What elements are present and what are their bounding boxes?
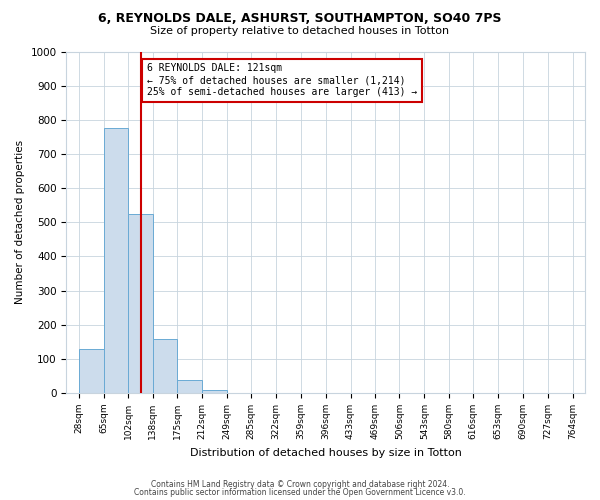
Text: Contains HM Land Registry data © Crown copyright and database right 2024.: Contains HM Land Registry data © Crown c…	[151, 480, 449, 489]
Text: 6 REYNOLDS DALE: 121sqm
← 75% of detached houses are smaller (1,214)
25% of semi: 6 REYNOLDS DALE: 121sqm ← 75% of detache…	[147, 64, 417, 96]
Bar	[178, 380, 202, 393]
Text: Contains public sector information licensed under the Open Government Licence v3: Contains public sector information licen…	[134, 488, 466, 497]
Text: 6, REYNOLDS DALE, ASHURST, SOUTHAMPTON, SO40 7PS: 6, REYNOLDS DALE, ASHURST, SOUTHAMPTON, …	[98, 12, 502, 26]
X-axis label: Distribution of detached houses by size in Totton: Distribution of detached houses by size …	[190, 448, 461, 458]
Text: Size of property relative to detached houses in Totton: Size of property relative to detached ho…	[151, 26, 449, 36]
Bar	[79, 348, 104, 393]
Bar	[104, 128, 128, 393]
Bar	[202, 390, 227, 393]
Bar	[128, 214, 152, 393]
Bar	[152, 339, 178, 393]
Y-axis label: Number of detached properties: Number of detached properties	[15, 140, 25, 304]
